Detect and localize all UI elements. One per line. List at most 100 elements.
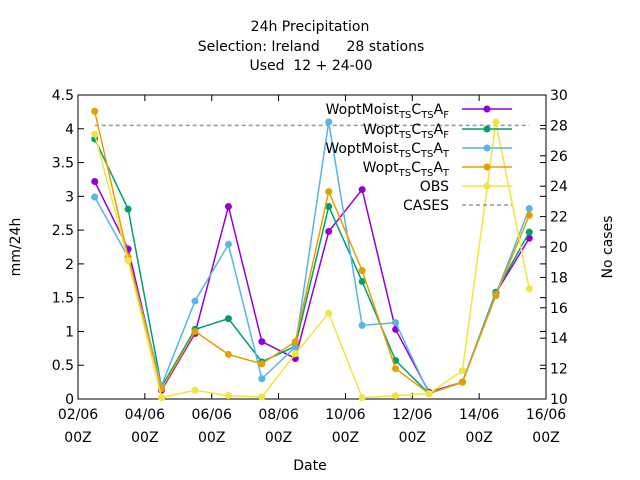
legend-text-part: TS [420, 130, 433, 141]
legend-text-part: WoptMoist [325, 141, 399, 157]
series-4-point [458, 378, 466, 386]
series-3-point [525, 204, 533, 212]
series-3-point [291, 343, 299, 351]
legend-text-part: TS [398, 130, 411, 141]
series-5-point [425, 390, 433, 398]
legend: WoptMoistTSCTSAFWoptTSCTSAFWoptMoistTSCT… [325, 102, 512, 214]
series-4-point [291, 338, 299, 346]
series-5-point [358, 394, 366, 402]
series-3-point [358, 321, 366, 329]
series-1-point [224, 202, 232, 210]
legend-text-part: A [433, 160, 443, 176]
series-line-4 [93, 111, 530, 395]
legend-text-part: WoptMoist [326, 102, 400, 118]
x-tick-label-time: 00Z [265, 430, 292, 446]
x-axis-label: Date [293, 458, 326, 474]
series-4-point [392, 365, 400, 373]
series-2-point [124, 205, 132, 213]
y2-tick-label: 12 [550, 362, 568, 378]
legend-text-part: C [411, 141, 421, 157]
series-1-point [325, 227, 333, 235]
x-tick-label: 08/06 [258, 407, 298, 423]
series-1-point [358, 186, 366, 194]
x-tick-label: 06/06 [192, 407, 232, 423]
legend-text-part: T [442, 168, 450, 179]
legend-label-3: WoptMoistTSCTSAT [325, 141, 450, 160]
chart-title-line-2: Selection: Ireland 28 stations [198, 39, 425, 55]
series-5-point [458, 367, 466, 375]
legend-label-4: WoptTSCTSAT [363, 160, 450, 179]
x-tick-label: 12/06 [392, 407, 432, 423]
chart-title-line-1: 24h Precipitation [251, 19, 370, 35]
series-5-point [158, 394, 166, 402]
y-tick-label: 2 [65, 257, 74, 273]
series-3-point [191, 297, 199, 305]
series-2-point [224, 315, 232, 323]
y-axis-label: mm/24h [8, 218, 24, 277]
legend-marker-4 [483, 163, 491, 171]
series-5-point [325, 309, 333, 317]
series-1-point [258, 338, 266, 346]
x-tick-label-time: 00Z [465, 430, 492, 446]
series-line-5 [93, 121, 531, 399]
series-4-point [191, 327, 199, 335]
series-2-point [358, 277, 366, 285]
y-tick-label: 3 [65, 189, 74, 205]
series-5-point [191, 386, 199, 394]
series-5-point [392, 392, 400, 400]
series-4-point [258, 360, 266, 368]
x-tick-label-time: 00Z [198, 430, 225, 446]
x-tick-label-time: 00Z [131, 430, 158, 446]
legend-text-part: TS [420, 149, 433, 160]
y-tick-label: 3.5 [52, 156, 74, 172]
legend-marker-5 [483, 182, 491, 190]
legend-label-cases: CASES [403, 198, 449, 214]
legend-marker-2 [483, 125, 491, 133]
y2-tick-label: 26 [550, 149, 568, 165]
y2-tick-label: 22 [550, 210, 568, 226]
legend-text-part: A [434, 122, 444, 138]
plot-area: 0 0.5 1 1.5 2 2.5 3 3.5 4 4.5 10 12 14 16 18 20 22 24 26 28… [52, 88, 568, 446]
legend-text-part: TS [398, 110, 411, 121]
series-4-point [492, 292, 500, 300]
y2-tick-label: 18 [550, 270, 568, 286]
legend-marker-3 [483, 144, 491, 152]
series-5-point [291, 350, 299, 358]
series-3-point [91, 193, 99, 201]
legend-text-part: TS [398, 149, 411, 160]
series-3-point [258, 375, 266, 383]
y-tick-label: 4.5 [52, 88, 74, 104]
y2-tick-label: 20 [550, 240, 568, 256]
series-5-point [525, 285, 533, 293]
series-4-point [525, 211, 533, 219]
legend-text-part: TS [420, 110, 433, 121]
y-tick-label: 2.5 [52, 223, 74, 239]
y2-tick-label: 14 [550, 331, 568, 347]
legend-marker-1 [483, 105, 491, 113]
y2-tick-label: 28 [550, 118, 568, 134]
y2-tick-label: 30 [550, 88, 568, 104]
y2-tick-label: 24 [550, 179, 568, 195]
x-tick-label-time: 00Z [332, 430, 359, 446]
legend-text-part: F [443, 130, 449, 141]
legend-text-part: A [433, 141, 443, 157]
series-3-point [392, 319, 400, 327]
legend-text-part: Wopt [363, 122, 399, 138]
x-tick-label: 04/06 [125, 407, 165, 423]
series-2-point [525, 228, 533, 236]
series-4-point [358, 267, 366, 275]
y-tick-label: 0.5 [52, 358, 74, 374]
legend-label-1: WoptMoistTSCTSAF [326, 102, 450, 121]
series-5-point [224, 392, 232, 400]
legend-text-part: T [442, 149, 450, 160]
series-3-point [325, 118, 333, 126]
y-tick-label: 1 [65, 324, 74, 340]
series-5-point [124, 257, 132, 265]
legend-text-part: TS [398, 168, 411, 179]
legend-label-2: WoptTSCTSAF [363, 122, 449, 141]
series-4-point [224, 350, 232, 358]
x-tick-label: 14/06 [459, 407, 499, 423]
series-5-point [258, 393, 266, 401]
legend-text-part: A [434, 102, 444, 118]
